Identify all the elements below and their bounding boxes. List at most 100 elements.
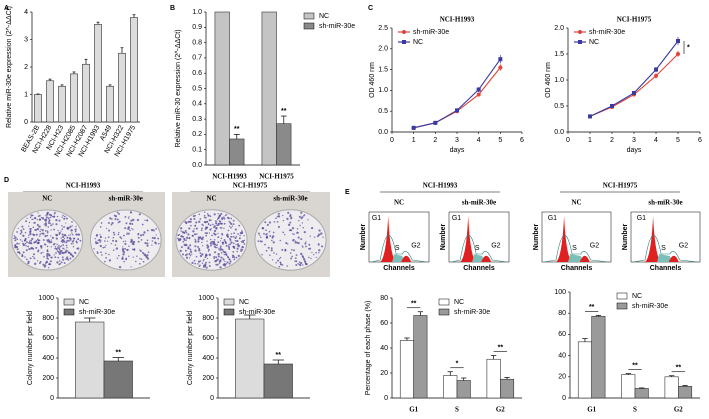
legend-label: NC	[632, 293, 642, 300]
colony	[25, 258, 28, 261]
colony	[37, 212, 39, 214]
colony	[236, 247, 239, 250]
colony	[223, 253, 225, 256]
peak-label: S	[475, 245, 480, 252]
plate-label: sh-miR-30e	[273, 195, 307, 203]
colony	[38, 262, 41, 265]
colony	[219, 249, 221, 252]
colony	[71, 240, 74, 243]
colony	[111, 221, 114, 225]
colony	[54, 247, 57, 250]
colony	[144, 242, 147, 245]
colony	[35, 233, 38, 236]
colony	[44, 230, 47, 232]
colony	[142, 233, 145, 236]
colony	[71, 232, 73, 234]
panel-letter: C	[368, 5, 373, 12]
s-region	[568, 254, 583, 262]
colony	[62, 247, 64, 250]
y-tick-label: 0.5	[554, 103, 564, 110]
colony	[118, 265, 122, 269]
colony	[37, 249, 40, 252]
colony	[142, 252, 145, 255]
colony	[151, 240, 154, 242]
colony	[25, 245, 27, 247]
colony	[46, 211, 49, 214]
colony	[300, 238, 303, 241]
colony	[131, 227, 133, 230]
colony	[55, 247, 58, 251]
significance: **	[411, 301, 417, 308]
colony	[48, 219, 51, 222]
colony	[241, 240, 244, 243]
y-tick-label: 80	[558, 310, 566, 317]
colony	[66, 247, 68, 249]
colony	[268, 221, 272, 224]
colony	[55, 218, 58, 222]
colony	[42, 263, 45, 266]
colony	[181, 253, 185, 256]
colony	[66, 256, 69, 259]
colony	[299, 224, 301, 227]
bar	[82, 63, 90, 123]
colony	[199, 218, 202, 220]
colony	[215, 222, 218, 225]
g1-peak	[460, 216, 477, 262]
colony	[32, 226, 35, 229]
y-tick-label: 0	[50, 395, 54, 402]
colony	[284, 233, 286, 236]
colony	[26, 241, 28, 244]
colony	[219, 240, 222, 242]
colony	[212, 223, 214, 226]
colony	[108, 229, 111, 232]
colony	[16, 231, 18, 233]
chart-title: NCI-H1975	[617, 16, 652, 24]
colony	[193, 233, 196, 236]
colony	[217, 213, 219, 215]
colony	[36, 227, 40, 231]
colony	[112, 249, 115, 251]
colony	[56, 243, 58, 246]
y-tick-label: 1.0	[378, 87, 388, 94]
colony	[210, 219, 212, 221]
colony	[209, 224, 212, 226]
series-line	[413, 58, 501, 129]
colony	[277, 215, 281, 218]
colony	[139, 258, 141, 260]
colony	[259, 236, 262, 239]
colony	[38, 214, 41, 217]
colony	[282, 214, 284, 217]
colony	[226, 213, 228, 216]
colony	[216, 224, 219, 227]
y-tick-label: 0.5	[378, 108, 388, 115]
colony	[267, 246, 270, 249]
colony	[265, 233, 267, 236]
colony	[205, 232, 208, 235]
colony	[216, 246, 218, 249]
colony	[66, 239, 69, 242]
colony	[54, 211, 56, 214]
colony	[232, 223, 235, 225]
colony	[197, 238, 200, 241]
colony	[121, 257, 124, 260]
colony	[57, 251, 60, 253]
significance: **	[498, 344, 504, 351]
chart-title: NCI-H1975	[233, 182, 268, 190]
colony	[201, 253, 204, 256]
colony	[46, 230, 49, 232]
colony	[209, 228, 212, 231]
colony	[226, 261, 229, 264]
colony	[127, 227, 130, 230]
colony	[44, 224, 48, 227]
colony	[188, 252, 191, 255]
colony	[315, 256, 317, 258]
colony	[202, 264, 206, 267]
colony	[217, 222, 220, 225]
colony	[193, 228, 195, 230]
colony	[74, 230, 77, 233]
colony	[123, 260, 126, 263]
colony	[208, 261, 211, 264]
colony	[216, 218, 219, 221]
colony	[284, 248, 287, 251]
colony	[184, 221, 187, 223]
